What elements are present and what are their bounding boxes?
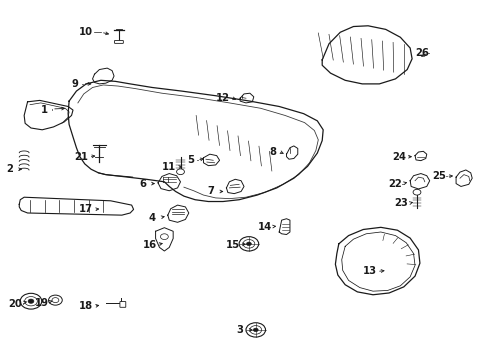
Text: 15: 15 <box>226 239 240 249</box>
Text: 10: 10 <box>79 27 93 37</box>
Polygon shape <box>335 227 420 295</box>
Circle shape <box>246 242 251 246</box>
Circle shape <box>250 325 262 334</box>
Polygon shape <box>240 93 254 103</box>
Text: 16: 16 <box>143 239 157 249</box>
Circle shape <box>24 297 37 306</box>
Circle shape <box>49 295 62 305</box>
Circle shape <box>253 328 258 332</box>
Text: 17: 17 <box>79 204 93 215</box>
Text: 9: 9 <box>72 79 78 89</box>
Text: 22: 22 <box>389 179 402 189</box>
Polygon shape <box>158 174 180 191</box>
Polygon shape <box>410 174 430 189</box>
Text: 1: 1 <box>41 105 48 115</box>
Polygon shape <box>226 179 244 194</box>
Text: 11: 11 <box>162 162 176 172</box>
Text: 8: 8 <box>270 147 277 157</box>
Polygon shape <box>156 228 173 251</box>
Text: 23: 23 <box>394 198 408 208</box>
Text: 14: 14 <box>257 222 271 231</box>
Text: 13: 13 <box>363 266 377 276</box>
Text: 25: 25 <box>433 171 446 181</box>
Circle shape <box>413 189 421 195</box>
Text: 2: 2 <box>6 164 13 174</box>
Text: 6: 6 <box>139 179 146 189</box>
Text: 18: 18 <box>79 301 93 311</box>
Circle shape <box>28 299 34 303</box>
Polygon shape <box>19 197 134 215</box>
Polygon shape <box>168 205 189 222</box>
Text: 7: 7 <box>207 186 214 197</box>
Text: 4: 4 <box>148 213 156 222</box>
Text: 3: 3 <box>237 325 244 335</box>
FancyBboxPatch shape <box>115 41 123 43</box>
Circle shape <box>239 237 259 251</box>
Polygon shape <box>24 100 73 130</box>
Circle shape <box>52 298 59 303</box>
Polygon shape <box>279 219 290 234</box>
Circle shape <box>246 323 266 337</box>
Circle shape <box>20 293 42 309</box>
FancyBboxPatch shape <box>120 302 126 307</box>
Text: 5: 5 <box>187 155 194 165</box>
Text: 12: 12 <box>216 93 230 103</box>
Circle shape <box>176 169 184 175</box>
Polygon shape <box>68 80 323 202</box>
Text: 24: 24 <box>392 152 406 162</box>
Polygon shape <box>322 26 412 84</box>
Text: 19: 19 <box>35 298 49 308</box>
Polygon shape <box>287 146 298 159</box>
Text: 20: 20 <box>8 299 22 309</box>
Polygon shape <box>456 170 472 186</box>
Text: 26: 26 <box>415 48 429 58</box>
Polygon shape <box>203 154 220 166</box>
Text: 21: 21 <box>74 152 88 162</box>
Polygon shape <box>415 151 427 161</box>
Circle shape <box>160 234 168 239</box>
Polygon shape <box>93 68 114 84</box>
Circle shape <box>243 239 255 248</box>
